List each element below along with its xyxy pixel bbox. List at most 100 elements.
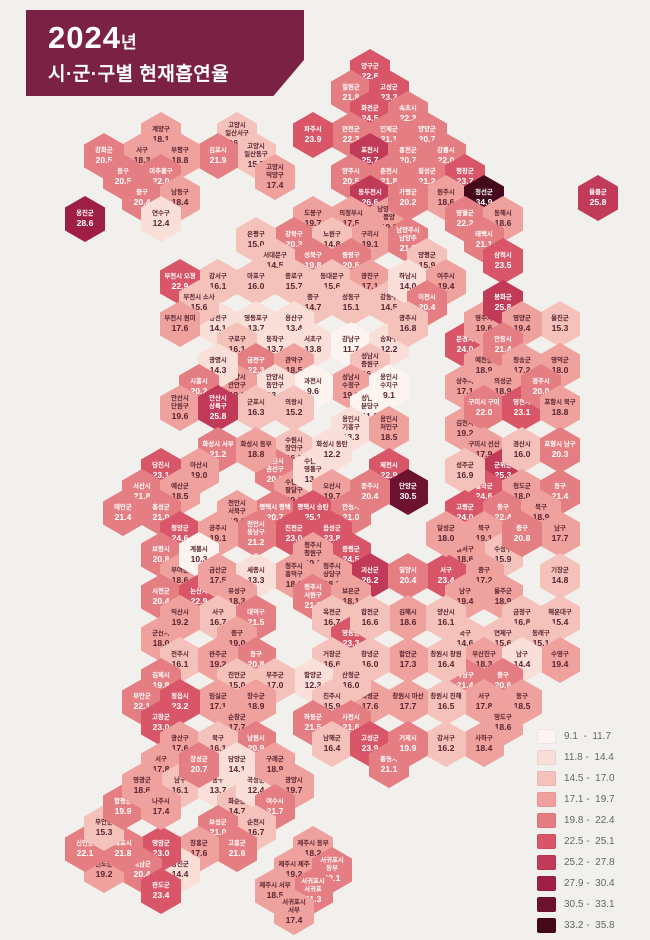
smoking-rate-value: 17.0 (266, 680, 284, 691)
smoking-rate-value: 15.6 (494, 638, 512, 649)
district-name: 완도군 (152, 881, 170, 889)
district-name: 부천시 원미 (164, 314, 196, 322)
district-name: 달성군 (437, 524, 455, 532)
legend-range-label: 14.5 - 17.0 (564, 773, 615, 784)
smoking-rate-value: 16.1 (228, 344, 246, 355)
smoking-rate-value: 16.9 (456, 470, 474, 481)
district-name: 도봉구 (304, 209, 322, 217)
smoking-rate-value: 21.6 (228, 848, 246, 859)
district-name: 평택시 평택 (259, 503, 291, 511)
smoking-rate-value: 22.3 (342, 134, 360, 145)
district-name: 동두천시 (358, 188, 382, 196)
smoking-rate-value: 17.9 (475, 449, 493, 460)
district-name: 무주군 (266, 671, 284, 679)
district-name: 진천군 (285, 524, 303, 532)
smoking-rate-value: 20.7 (266, 512, 284, 523)
district-name: 장흥군 (190, 839, 208, 847)
district-name: 전주시 (171, 650, 189, 658)
smoking-rate-value: 17.1 (209, 701, 227, 712)
smoking-rate-value: 18.0 (437, 533, 455, 544)
smoking-rate-value: 13.7 (266, 344, 284, 355)
smoking-rate-value: 19.1 (209, 533, 227, 544)
smoking-rate-value: 23.9 (304, 134, 322, 145)
district-name: 남구 (554, 524, 566, 532)
smoking-rate-value: 14.5 (380, 302, 398, 313)
district-name: 용인시 처인구 (380, 416, 398, 431)
district-name: 가평군 (399, 188, 417, 196)
smoking-rate-value: 26.2 (361, 575, 379, 586)
smoking-rate-value: 21.8 (342, 92, 360, 103)
district-name: 북구 (478, 524, 490, 532)
smoking-rate-value: 22.4 (494, 512, 512, 523)
district-name: 동대문구 (320, 272, 344, 280)
smoking-rate-value: 13.4 (285, 323, 303, 334)
district-name: 포천시 (361, 146, 379, 154)
district-name: 성남시 수정구 (342, 374, 360, 389)
district-name: 충주시 (361, 482, 379, 490)
smoking-rate-value: 21.9 (304, 599, 322, 610)
smoking-rate-value: 17.6 (190, 848, 208, 859)
smoking-rate-value: 15.1 (532, 638, 550, 649)
district-name: 제주시 제주 (278, 860, 310, 868)
smoking-rate-value: 19.3 (304, 557, 322, 568)
district-name: 영양군 (513, 314, 531, 322)
hex-남해군: 남해군 16.4 (312, 721, 352, 767)
district-name: 보령시 (152, 545, 170, 553)
smoking-rate-value: 18.6 (399, 617, 417, 628)
smoking-rate-value: 25.8 (589, 197, 607, 208)
smoking-rate-value: 23.4 (152, 890, 170, 901)
legend-item: 22.5 - 25.1 (537, 834, 615, 849)
smoking-rate-value: 20.4 (399, 575, 417, 586)
smoking-rate-value: 21.5 (247, 617, 265, 628)
smoking-rate-value: 19.0 (190, 470, 208, 481)
smoking-rate-value: 20.7 (190, 764, 208, 775)
hex-합천군: 합천군 16.6 (350, 595, 390, 641)
district-name: 동작구 (266, 335, 284, 343)
district-name: 순천시 (247, 818, 265, 826)
smoking-rate-value: 20.8 (152, 554, 170, 565)
smoking-rate-value: 19.2 (209, 659, 227, 670)
smoking-rate-value: 21.1 (380, 764, 398, 775)
district-name: 춘천시 (380, 167, 398, 175)
smoking-rate-value: 17.4 (285, 914, 303, 925)
smoking-rate-value: 19.7 (323, 491, 341, 502)
district-name: 남해군 (323, 734, 341, 742)
smoking-rate-value: 18.9 (494, 386, 512, 397)
legend-swatch (537, 771, 556, 786)
district-name: 홍성군 (152, 503, 170, 511)
district-name: 동래구 (532, 629, 550, 637)
district-name: 함양군 (304, 671, 322, 679)
smoking-rate-value: 17.3 (399, 659, 417, 670)
district-name: 칠곡군 (475, 482, 493, 490)
smoking-rate-value: 12.2 (323, 449, 341, 460)
district-name: 여수시 (266, 797, 284, 805)
smoking-rate-value: 23.4 (437, 575, 455, 586)
smoking-rate-value: 17.1 (361, 281, 379, 292)
legend-item: 30.5 - 33.1 (537, 897, 615, 912)
smoking-rate-value: 20.7 (399, 155, 417, 166)
smoking-rate-value: 20.4 (152, 596, 170, 607)
district-name: 음성군 (323, 524, 341, 532)
district-name: 안성시 (342, 503, 360, 511)
smoking-rate-value: 17.7 (228, 722, 246, 733)
smoking-rate-value: 18.8 (171, 155, 189, 166)
smoking-rate-value: 20.3 (266, 473, 284, 484)
district-name: 달서구 (456, 545, 474, 553)
district-name: 공주시 (209, 524, 227, 532)
district-name: 고령군 (456, 503, 474, 511)
district-name: 양양군 (418, 125, 436, 133)
district-name: 중구 (136, 188, 148, 196)
district-name: 의성군 (494, 377, 512, 385)
smoking-rate-value: 24.0 (456, 512, 474, 523)
district-name: 청주시 청원구 (304, 542, 322, 557)
smoking-rate-value: 18.6 (494, 722, 512, 733)
smoking-rate-value: 20.9 (247, 743, 265, 754)
smoking-rate-value: 11.7 (342, 344, 360, 355)
district-name: 정읍시 (171, 692, 189, 700)
district-name: 김제시 (152, 671, 170, 679)
district-name: 속초시 (399, 104, 417, 112)
hex-천안시-동남구: 천안시 동남구 21.2 (236, 511, 276, 557)
hex-나주시: 나주시 17.4 (141, 784, 181, 830)
district-name: 군산시 (152, 629, 170, 637)
district-name: 삼척시 (494, 251, 512, 259)
